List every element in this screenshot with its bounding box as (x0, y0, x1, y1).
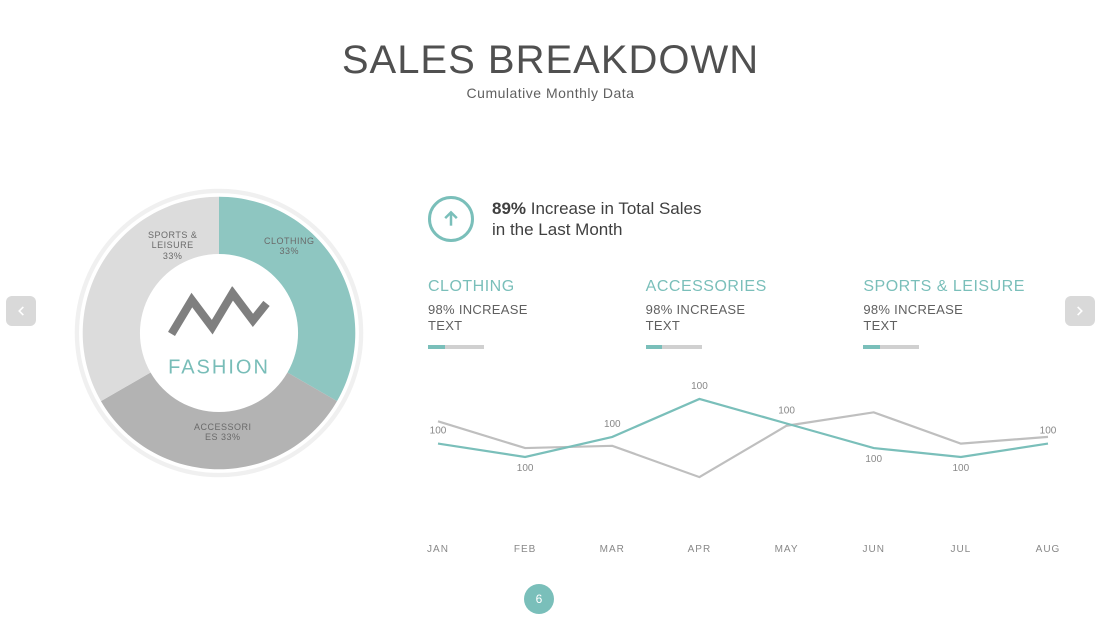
title-word-1: SALES (342, 38, 476, 82)
svg-text:JUL: JUL (950, 544, 971, 555)
page-number: 6 (536, 592, 543, 606)
stat-line-1: 98% INCREASE (646, 302, 824, 318)
line-chart-svg: 100 100 100 100 100 100 100 100 JAN FEB MAR APR MAY J… (428, 380, 1058, 560)
stats-row: CLOTHING 98% INCREASE TEXT ACCESSORIES 9… (428, 278, 1041, 349)
line-chart: 100 100 100 100 100 100 100 100 JAN FEB MAR APR MAY J… (428, 380, 1058, 560)
donut-label-clothing: CLOTHING 33% (264, 236, 315, 257)
kpi-block: 89% Increase in Total Sales in the Last … (428, 196, 702, 242)
stat-line-2: TEXT (863, 318, 1041, 334)
donut-label-accessories: ACCESSORI ES 33% (194, 422, 252, 443)
title-word-2: BREAKDOWN (488, 38, 759, 82)
stat-clothing: CLOTHING 98% INCREASE TEXT (428, 278, 606, 349)
title-block: SALES BREAKDOWN Cumulative Monthly Data (0, 38, 1101, 101)
page-number-badge: 6 (524, 584, 554, 614)
donut-center: FASHION (168, 286, 270, 379)
chevron-right-icon (1073, 304, 1087, 318)
next-slide-button[interactable] (1065, 296, 1095, 326)
stat-line-1: 98% INCREASE (428, 302, 606, 318)
svg-text:100: 100 (691, 381, 708, 392)
stat-sports-leisure: SPORTS & LEISURE 98% INCREASE TEXT (863, 278, 1041, 349)
svg-text:100: 100 (865, 454, 882, 465)
stat-progress-bar (428, 345, 484, 349)
page-title: SALES BREAKDOWN (0, 38, 1101, 83)
prev-slide-button[interactable] (6, 296, 36, 326)
kpi-line-2: in the Last Month (492, 219, 702, 240)
svg-text:FEB: FEB (514, 544, 536, 555)
slide-sales-breakdown: SALES BREAKDOWN Cumulative Monthly Data … (0, 0, 1101, 624)
donut-label-sports: SPORTS & LEISURE 33% (148, 230, 197, 261)
stat-line-2: TEXT (428, 318, 606, 334)
donut-center-label: FASHION (168, 357, 270, 380)
svg-text:100: 100 (517, 463, 534, 474)
kpi-line-1-rest: Increase in Total Sales (526, 199, 701, 218)
svg-text:100: 100 (953, 463, 970, 474)
stat-title: ACCESSORIES (646, 278, 824, 296)
donut-chart: FASHION SPORTS & LEISURE 33% CLOTHING 33… (74, 188, 364, 478)
stat-line-1: 98% INCREASE (863, 302, 1041, 318)
svg-text:100: 100 (430, 426, 447, 437)
svg-text:AUG: AUG (1036, 544, 1061, 555)
svg-text:100: 100 (1040, 426, 1057, 437)
kpi-line-1: 89% Increase in Total Sales (492, 198, 702, 219)
svg-text:APR: APR (688, 544, 712, 555)
stat-line-2: TEXT (646, 318, 824, 334)
trend-line-icon (168, 286, 270, 352)
kpi-percent: 89% (492, 199, 526, 218)
arrow-up-circle-icon (428, 196, 474, 242)
svg-text:100: 100 (604, 419, 621, 430)
chevron-left-icon (14, 304, 28, 318)
svg-text:MAR: MAR (600, 544, 625, 555)
svg-text:MAY: MAY (775, 544, 799, 555)
stat-accessories: ACCESSORIES 98% INCREASE TEXT (646, 278, 824, 349)
page-subtitle: Cumulative Monthly Data (0, 85, 1101, 101)
kpi-text: 89% Increase in Total Sales in the Last … (492, 198, 702, 241)
svg-text:JAN: JAN (427, 544, 449, 555)
svg-text:100: 100 (778, 406, 795, 417)
stat-title: SPORTS & LEISURE (863, 278, 1041, 296)
stat-progress-bar (863, 345, 919, 349)
svg-text:JUN: JUN (862, 544, 884, 555)
stat-title: CLOTHING (428, 278, 606, 296)
stat-progress-bar (646, 345, 702, 349)
